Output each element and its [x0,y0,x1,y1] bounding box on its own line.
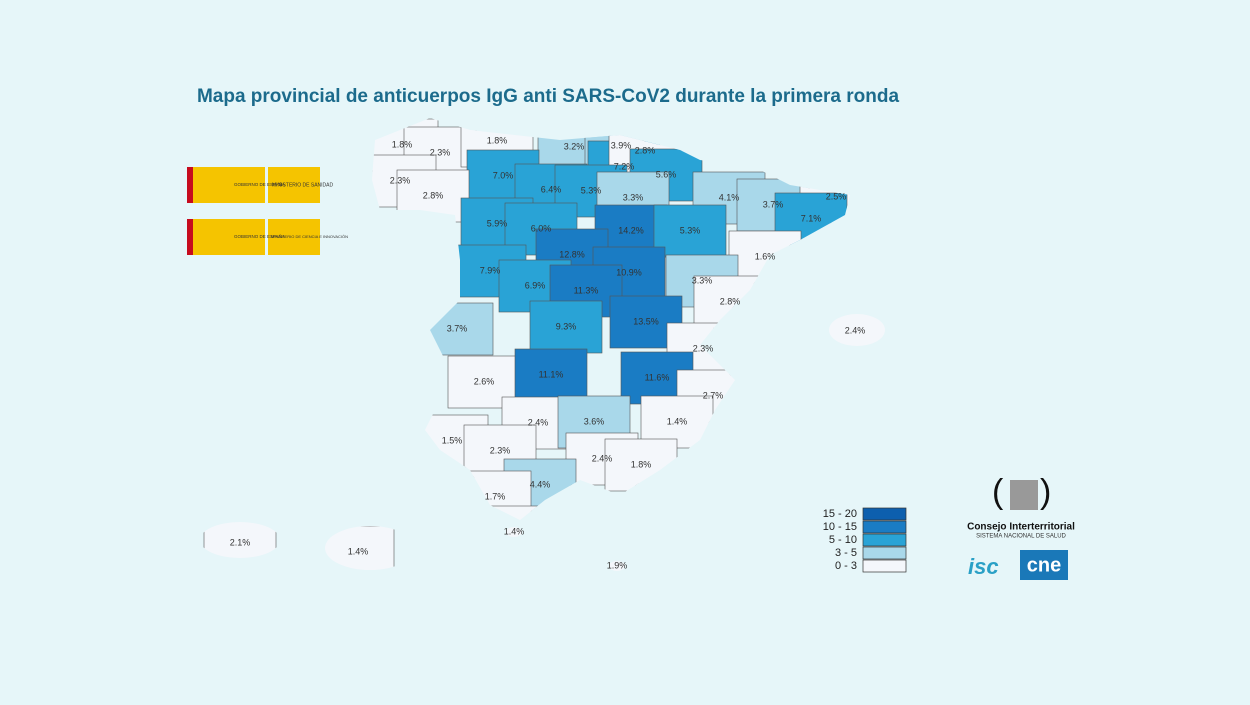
province-label: 5.3% [581,185,602,195]
logo-text: MINISTERIO DE SANIDAD [272,182,334,188]
province-label: 6.9% [525,280,546,290]
logo-text: isc [968,554,999,579]
logo-sanidad: GOBIERNO DE ESPAÑA MINISTERIO DE SANIDAD [187,167,334,203]
province-label: 11.3% [574,285,599,295]
province [529,300,603,354]
province-label: 3.3% [692,275,713,285]
province-label: 13.5% [633,316,659,326]
province-label: 2.3% [430,147,451,157]
province-label: 2.1% [230,537,251,547]
province-label: 1.7% [485,491,506,501]
province-label: 1.8% [392,139,413,149]
province-label: 6.4% [541,184,562,194]
province-label: 1.5% [442,435,463,445]
logo-text: Consejo Interterritorial [967,522,1075,533]
province-label: 1.4% [667,416,688,426]
logo-icon: ( [992,473,1004,511]
province-label: 1.4% [504,526,525,536]
province-label: 7.9% [480,265,501,275]
legend-swatch [862,533,907,547]
province-label: 3.2% [564,141,585,151]
province-label: 2.4% [845,325,866,335]
logo-text: GOBIERNO DE ESPAÑA [234,233,285,239]
legend-swatch [862,559,907,573]
legend-label: 15 - 20 [823,508,857,520]
province-label: 3.3% [623,192,644,202]
legend-swatch [862,520,907,534]
province-label: 2.6% [474,376,495,386]
province-label: 1.9% [607,560,628,570]
legend-label: 5 - 10 [829,534,857,546]
legend-label: 0 - 3 [835,560,857,572]
province-label: 4.1% [719,192,740,202]
province-label: 7.0% [493,170,514,180]
province-label: 2.8% [635,145,656,155]
province-label: 3.9% [611,140,632,150]
province-label: 7.2% [614,161,635,171]
province-label: 2.8% [720,296,741,306]
province-label: 5.6% [656,169,677,179]
province-label: 1.6% [755,251,776,261]
province-label: 6.0% [531,223,552,233]
province-label: 2.7% [703,390,724,400]
province-label: 14.2% [618,225,644,235]
province-label: 9.3% [556,321,577,331]
province-label: 2.3% [390,175,411,185]
logo-consejo: ( ) Consejo Interterritorial SISTEMA NAC… [967,473,1075,580]
province-label: 11.6% [645,372,670,382]
province-label: 3.7% [447,323,468,333]
logo-text: MINISTERIO DE CIENCIA E INNOVACIÓN [271,234,348,239]
province [514,348,588,402]
province-label: 3.7% [763,199,784,209]
province-label: 11.1% [539,369,564,379]
logo-text: GOBIERNO DE ESPAÑA [234,181,285,187]
legend-label: 10 - 15 [823,521,857,533]
province-label: 5.9% [487,218,508,228]
logo-text: SISTEMA NACIONAL DE SALUD [976,534,1066,540]
province-label: 2.5% [826,191,847,201]
legend-swatch [862,507,907,521]
province-label: 1.8% [631,459,652,469]
province-label: 7.1% [801,213,822,223]
title: Mapa provincial de anticuerpos IgG anti … [197,86,900,107]
province-labels: 1.8%2.3%1.8%3.2% 3.9%7.2%2.8%7.0%6.4% 5.3%… [230,135,866,570]
province-label: 3.6% [584,416,605,426]
province-label: 12.8% [559,249,585,259]
logo-text: cne [1027,554,1061,576]
province-label: 2.3% [693,343,714,353]
province-label: 2.8% [423,190,444,200]
logo-ciencia: GOBIERNO DE ESPAÑA MINISTERIO DE CIENCIA… [187,219,348,255]
province-label: 5.3% [680,225,701,235]
logo-icon: ) [1040,473,1051,511]
legend-swatch [862,546,907,560]
province-label: 2.3% [490,445,511,455]
legend-label: 3 - 5 [835,547,857,559]
province-label: 4.4% [530,479,551,489]
province-label: 2.4% [592,453,613,463]
province-label: 2.4% [528,417,549,427]
province-label: 1.4% [348,546,369,556]
province-label: 10.9% [616,267,642,277]
province-label: 1.8% [487,135,508,145]
